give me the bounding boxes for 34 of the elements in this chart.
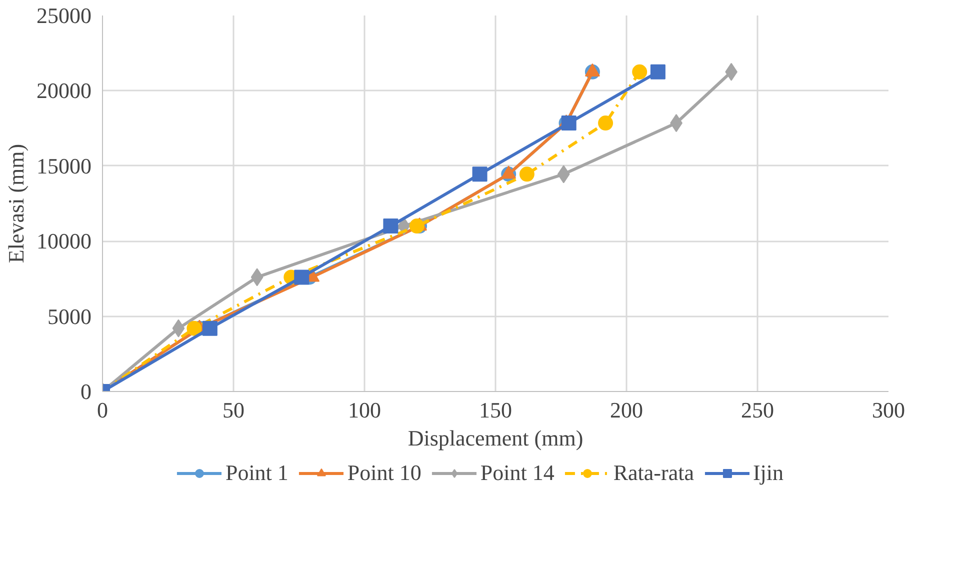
legend-label: Point 14 xyxy=(480,460,554,486)
y-axis-title: Elevasi (mm) xyxy=(4,144,28,264)
legend-label: Ijin xyxy=(752,460,784,486)
point xyxy=(294,270,310,285)
point xyxy=(519,166,534,182)
legend-label: Point 10 xyxy=(347,460,422,486)
y-tick-label: 20000 xyxy=(36,78,92,104)
legend-label: Rata-rata xyxy=(613,460,694,486)
x-axis-title: Displacement (mm) xyxy=(408,426,584,450)
y-tick-label: 5000 xyxy=(48,304,92,329)
x-tick-label: 50 xyxy=(222,398,244,422)
point xyxy=(383,218,398,234)
x-tick-label: 100 xyxy=(348,398,381,422)
x-tick-label: 150 xyxy=(479,398,512,422)
y-tick-label: 15000 xyxy=(36,153,92,178)
point xyxy=(557,165,570,184)
x-tick-label: 200 xyxy=(610,398,643,422)
x-tick-label: 250 xyxy=(741,398,774,422)
point xyxy=(650,64,666,80)
y-tick-label: 0 xyxy=(80,379,92,404)
x-tick-label: 0 xyxy=(97,398,108,422)
point xyxy=(409,218,424,234)
point xyxy=(202,320,218,336)
legend-label: Point 1 xyxy=(225,460,288,486)
y-tick-label: 10000 xyxy=(36,228,92,254)
point xyxy=(598,116,614,131)
x-tick-label: 300 xyxy=(872,398,905,422)
point xyxy=(186,320,202,336)
y-tick-label: 25000 xyxy=(36,3,92,28)
point xyxy=(250,268,264,286)
point xyxy=(561,116,576,131)
point xyxy=(472,166,488,182)
point xyxy=(172,319,185,338)
point xyxy=(632,64,648,80)
